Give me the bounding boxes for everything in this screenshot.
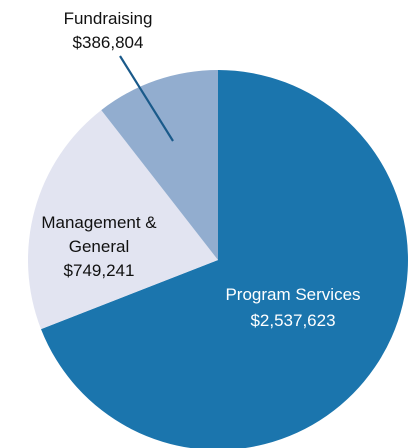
pie-slices <box>27 70 408 448</box>
pie-slice-management-general <box>27 110 218 330</box>
program-services-value: $2,537,623 <box>250 311 335 330</box>
fundraising-value: $386,804 <box>73 33 144 52</box>
fundraising-label: Fundraising <box>64 9 153 28</box>
program-services-label: Program Services <box>225 285 360 304</box>
management-general-label-line2: General <box>69 237 129 256</box>
fundraising-leader-line <box>119 55 174 142</box>
pie-slice-fundraising <box>101 70 218 260</box>
pie-slice-program-services <box>41 70 408 448</box>
management-general-label-line1: Management & <box>41 213 157 232</box>
management-general-value: $749,241 <box>64 261 135 280</box>
